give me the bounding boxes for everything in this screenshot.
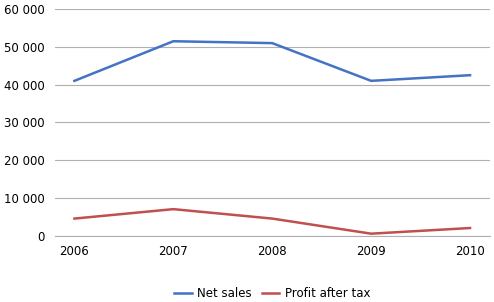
Profit after tax: [269, 217, 275, 220]
Profit after tax: [467, 226, 473, 230]
Profit after tax: [72, 217, 78, 220]
Legend: Net sales, Profit after tax: Net sales, Profit after tax: [169, 282, 375, 302]
Net sales: [467, 73, 473, 77]
Profit after tax: [368, 232, 374, 236]
Line: Net sales: Net sales: [75, 41, 470, 81]
Net sales: [72, 79, 78, 83]
Line: Profit after tax: Profit after tax: [75, 209, 470, 234]
Net sales: [269, 41, 275, 45]
Profit after tax: [170, 207, 176, 211]
Net sales: [368, 79, 374, 83]
Net sales: [170, 40, 176, 43]
